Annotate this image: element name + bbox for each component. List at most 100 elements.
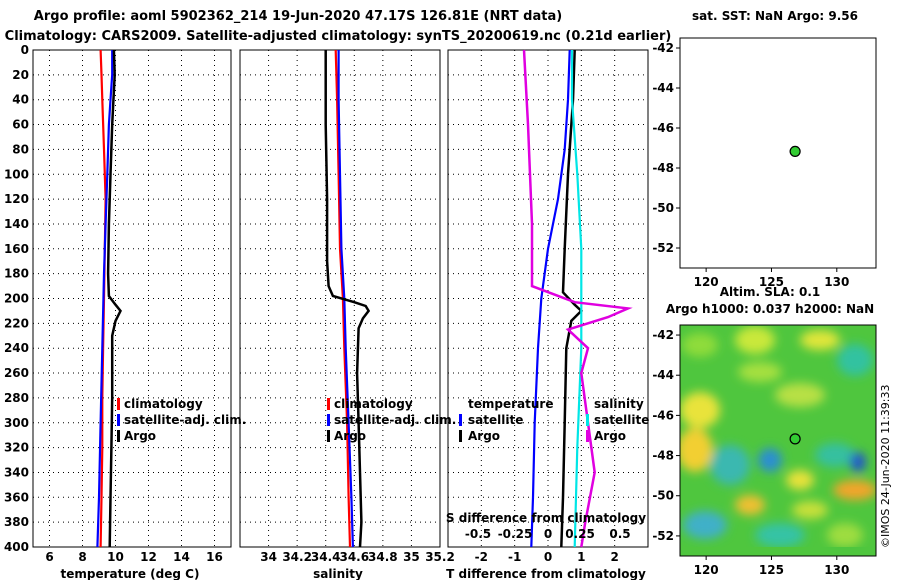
x-tick-label: 2	[610, 550, 618, 564]
s-tick-label: -0.25	[498, 527, 533, 541]
legend-swatch-satellite	[327, 414, 330, 426]
temperature-panel	[32, 49, 232, 548]
imos-watermark: ©IMOS 24-Jun-2020 11:39:33	[879, 384, 892, 548]
legend-swatch-argo	[327, 430, 330, 442]
legend-swatch-salinity-satellite	[586, 414, 589, 426]
x-tick-label: -2	[475, 550, 488, 564]
map-x-tick-label: 125	[759, 275, 784, 289]
depth-tick-label: 380	[4, 515, 29, 529]
sla-map-panel	[679, 324, 877, 557]
legend-label: satellite	[594, 413, 649, 427]
depth-tick-label: 360	[4, 490, 29, 504]
series-line-temperature-satellite	[530, 49, 571, 548]
x-tick-label: 16	[206, 550, 223, 564]
depth-tick-label: 60	[12, 118, 29, 132]
s-tick-label: 0.5	[609, 527, 630, 541]
legend-swatch-argo	[459, 430, 462, 442]
map-x-tick-label: 120	[694, 563, 719, 577]
sla-map-title-line2: Argo h1000: 0.037 h2000: NaN	[666, 302, 874, 316]
s-difference-label: S difference from climatology	[446, 511, 646, 525]
series-line-temperature-argo	[560, 49, 584, 548]
map-x-tick-label: 125	[759, 563, 784, 577]
map-y-tick-label: -44	[652, 81, 674, 95]
map-x-tick-label: 120	[694, 275, 719, 289]
depth-tick-label: 20	[12, 68, 29, 82]
x-tick-label: 34.4	[311, 550, 341, 564]
map-y-tick-label: -48	[652, 161, 674, 175]
x-tick-label: 35.2	[425, 550, 455, 564]
series-line-salinity-satellite	[570, 50, 583, 548]
difference-x-ticks: -2 -1 0 1 2	[475, 550, 619, 564]
sla-map-axes: -42 -44 -46 -48 -50 -52 120 125 130	[652, 328, 849, 577]
depth-tick-label: 240	[4, 341, 29, 355]
map-y-tick-label: -42	[652, 41, 674, 55]
depth-tick-label: 40	[12, 93, 29, 107]
legend-swatch-climatology	[327, 398, 330, 410]
series-line-salinity-argo	[522, 49, 633, 548]
sla-heatmap	[680, 325, 876, 556]
legend-swatch-satellite	[459, 414, 462, 426]
x-tick-label: 34.2	[282, 550, 312, 564]
x-tick-label: 8	[78, 550, 86, 564]
depth-tick-label: 340	[4, 465, 29, 479]
x-tick-label: 0	[544, 550, 552, 564]
legend-label: climatology	[124, 397, 203, 411]
map-y-tick-label: -46	[652, 408, 674, 422]
x-tick-label: 12	[140, 550, 157, 564]
legend-swatch-satellite	[117, 414, 120, 426]
x-tick-label: 34	[260, 550, 277, 564]
map-x-tick-label: 130	[824, 275, 849, 289]
legend-label: Argo	[468, 429, 500, 443]
s-tick-label: 0.25	[565, 527, 595, 541]
figure-title-line2: Climatology: CARS2009. Satellite-adjuste…	[5, 29, 672, 44]
series-line-argo	[324, 50, 371, 548]
depth-axis: 0 20 40 60 80 100 120 140 160 180 200 220 240 260 280 3…	[4, 43, 29, 554]
depth-tick-label: 160	[4, 242, 29, 256]
s-tick-label: 0	[544, 527, 552, 541]
salinity-xlabel: salinity	[313, 567, 363, 580]
temperature-x-ticks: 6 8 10 12 14 16	[45, 550, 223, 564]
x-tick-label: 1	[577, 550, 585, 564]
legend-swatch-argo	[117, 430, 120, 442]
depth-tick-label: 320	[4, 441, 29, 455]
series-line-argo	[106, 49, 122, 548]
map-y-tick-label: -52	[652, 241, 674, 255]
difference-xlabel: T difference from climatology	[446, 567, 646, 580]
argo-float-marker	[789, 145, 801, 157]
depth-tick-label: 200	[4, 292, 29, 306]
x-tick-label: -1	[508, 550, 521, 564]
legend-label: satellite	[468, 413, 523, 427]
legend-label: Argo	[124, 429, 156, 443]
difference-legend: temperature satellite Argo salinity sate…	[459, 397, 649, 443]
depth-tick-label: 180	[4, 267, 29, 281]
argo-float-marker	[789, 433, 801, 445]
map-x-tick-label: 130	[824, 563, 849, 577]
s-tick-label: -0.5	[465, 527, 491, 541]
map-y-tick-label: -48	[652, 449, 674, 463]
depth-tick-label: 260	[4, 366, 29, 380]
salinity-legend: climatology satellite-adj. clim. Argo	[327, 397, 456, 443]
sst-map-panel	[679, 37, 877, 269]
depth-tick-label: 300	[4, 416, 29, 430]
sla-map-title-line1: Altim. SLA: 0.1	[720, 285, 821, 299]
depth-tick-label: 0	[21, 43, 29, 57]
legend-swatch-climatology	[117, 398, 120, 410]
legend-title-temperature: temperature	[468, 397, 553, 411]
legend-label: Argo	[334, 429, 366, 443]
legend-title-salinity: salinity	[594, 397, 644, 411]
temperature-xlabel: temperature (deg C)	[61, 567, 200, 580]
depth-tick-label: 80	[12, 142, 29, 156]
x-tick-label: 35	[403, 550, 420, 564]
x-tick-label: 14	[173, 550, 190, 564]
depth-tick-label: 400	[4, 540, 29, 554]
depth-tick-label: 140	[4, 217, 29, 231]
x-tick-label: 6	[45, 550, 53, 564]
x-tick-label: 34.8	[368, 550, 398, 564]
sst-map-axes: -42 -44 -46 -48 -50 -52 120 125 130	[652, 41, 849, 289]
temperature-legend: climatology satellite-adj. clim. Argo	[117, 397, 246, 443]
sla-heatmap-field	[680, 326, 876, 547]
series-line-satellite-adj-clim-	[96, 50, 114, 548]
map-y-tick-label: -44	[652, 368, 674, 382]
figure-title-line1: Argo profile: aoml 5902362_214 19-Jun-20…	[34, 9, 562, 24]
